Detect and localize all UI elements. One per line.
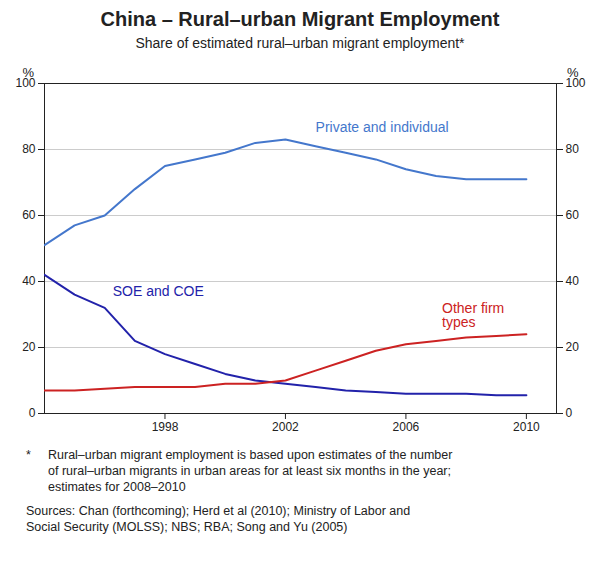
svg-text:2006: 2006 xyxy=(393,420,420,434)
html-text:Sources: Chan (forthcoming); H: Sources: Chan (forthcoming); Herd et al … xyxy=(26,504,411,534)
svg-text:40: 40 xyxy=(566,274,580,288)
html-text:Share of estimated rural–urban: Share of estimated rural–urban migrant e… xyxy=(135,35,465,51)
svg-text:40: 40 xyxy=(22,274,36,288)
svg-text:Other firmtypes: Other firmtypes xyxy=(442,300,504,330)
svg-text:SOE and COE: SOE and COE xyxy=(113,283,204,299)
svg-text:Private and individual: Private and individual xyxy=(316,119,449,135)
svg-text:60: 60 xyxy=(22,208,36,222)
html-text:Rural–urban migrant employment: Rural–urban migrant employment is based … xyxy=(48,448,453,494)
svg-text:0: 0 xyxy=(566,406,573,420)
svg-text:80: 80 xyxy=(22,142,36,156)
svg-text:2002: 2002 xyxy=(272,420,299,434)
svg-text:100: 100 xyxy=(15,76,36,91)
svg-text:0: 0 xyxy=(29,406,36,420)
svg-text:2010: 2010 xyxy=(513,420,540,434)
svg-text:20: 20 xyxy=(566,340,580,354)
svg-text:%: % xyxy=(567,65,579,80)
svg-text:100: 100 xyxy=(565,76,586,91)
svg-text:80: 80 xyxy=(566,142,580,156)
svg-text:20: 20 xyxy=(22,340,36,354)
html-text:China – Rural–urban Migrant Em: China – Rural–urban Migrant Employment xyxy=(100,8,500,30)
svg-text:1998: 1998 xyxy=(152,420,179,434)
svg-text:%: % xyxy=(23,65,35,80)
svg-text:60: 60 xyxy=(566,208,580,222)
